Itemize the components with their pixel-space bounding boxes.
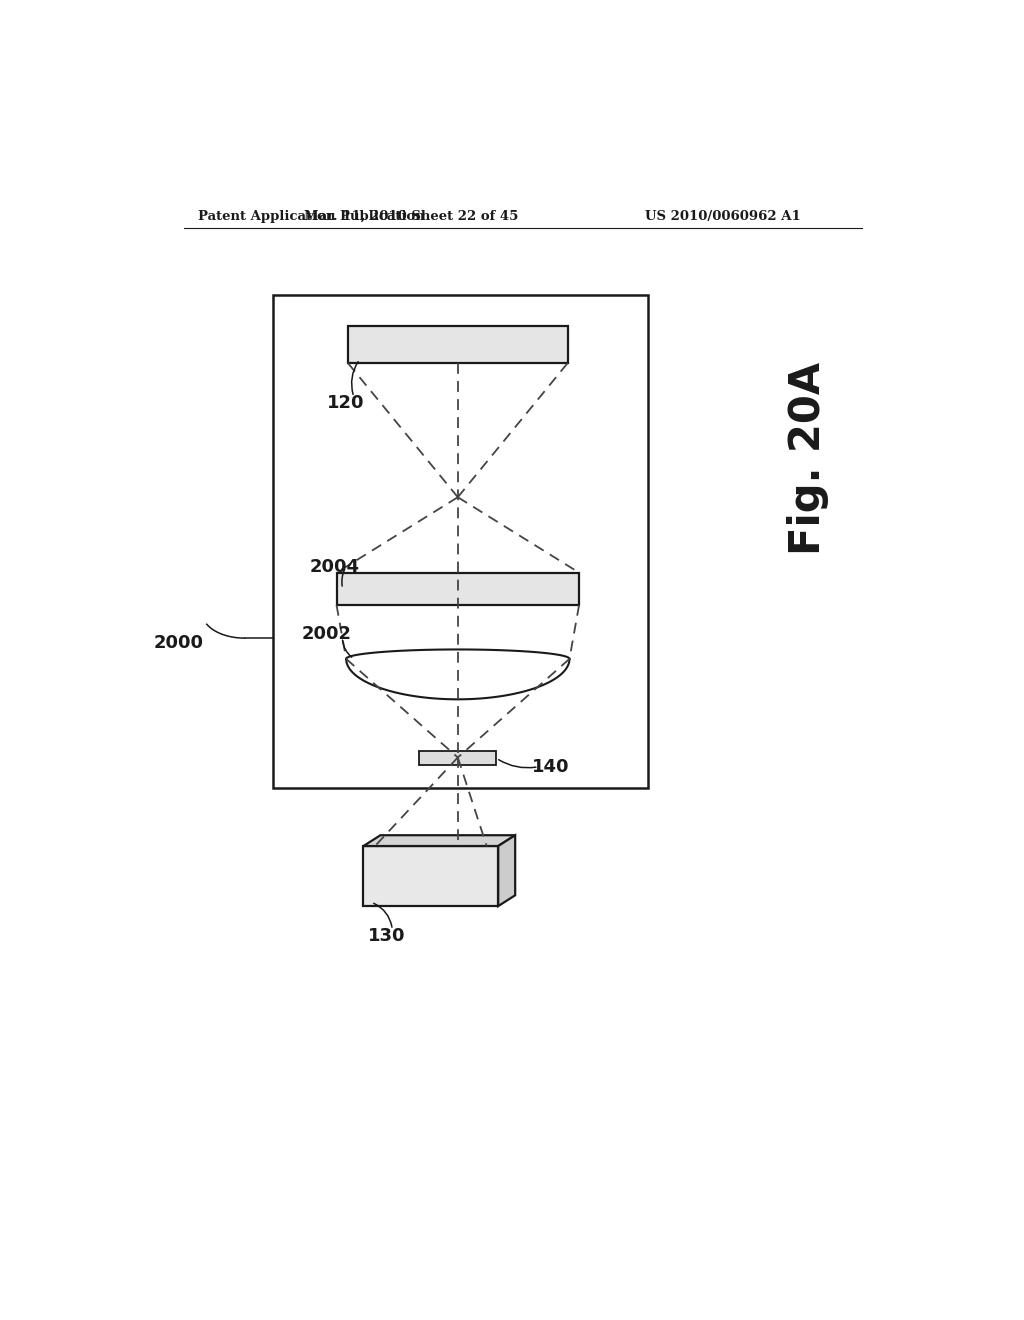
Text: 2002: 2002 bbox=[302, 626, 352, 643]
Bar bbox=[348, 326, 567, 363]
Text: 2000: 2000 bbox=[154, 635, 204, 652]
Text: 130: 130 bbox=[369, 927, 406, 945]
Text: 2004: 2004 bbox=[309, 557, 359, 576]
Text: US 2010/0060962 A1: US 2010/0060962 A1 bbox=[645, 210, 801, 223]
Polygon shape bbox=[364, 836, 515, 846]
Text: 140: 140 bbox=[531, 758, 569, 776]
Bar bbox=[419, 751, 497, 766]
Polygon shape bbox=[499, 836, 515, 906]
Bar bbox=[337, 573, 580, 605]
Bar bbox=[364, 846, 499, 906]
Text: Patent Application Publication: Patent Application Publication bbox=[199, 210, 425, 223]
Text: Mar. 11, 2010 Sheet 22 of 45: Mar. 11, 2010 Sheet 22 of 45 bbox=[304, 210, 519, 223]
Text: 120: 120 bbox=[328, 395, 365, 412]
Bar bbox=[273, 296, 648, 788]
Text: Fig. 20A: Fig. 20A bbox=[787, 362, 829, 556]
